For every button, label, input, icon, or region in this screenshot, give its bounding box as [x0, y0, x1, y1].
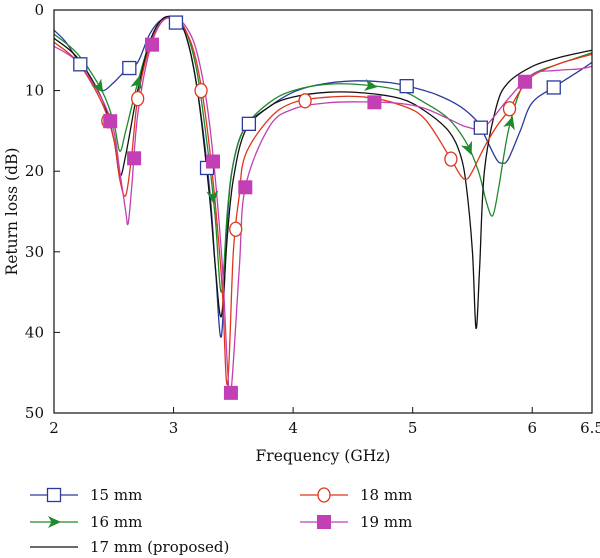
legend-item-17-mm-proposed: 17 mm (proposed) — [30, 538, 229, 556]
x-tick-label: 6 — [527, 419, 537, 437]
series-line-17-mm-proposed — [53, 15, 593, 330]
data-point-marker — [103, 114, 118, 129]
legend-item-19-mm: 19 mm — [300, 513, 412, 531]
legend-label: 18 mm — [360, 486, 412, 504]
data-point-marker — [229, 221, 243, 237]
data-point-marker — [168, 15, 184, 30]
x-axis-title: Frequency (GHz) — [256, 447, 391, 465]
data-point-marker — [241, 116, 257, 131]
legend: 15 mm 18 mm 16 mm 19 mm 17 mm (proposed) — [30, 486, 412, 556]
data-point-marker — [131, 91, 145, 107]
legend-label: 16 mm — [90, 513, 142, 531]
legend-swatch-marker — [317, 487, 331, 503]
y-tick-label: 50 — [25, 404, 44, 422]
data-point-marker — [399, 79, 414, 94]
legend-swatch-marker — [317, 515, 331, 529]
plot-frame — [53, 9, 593, 414]
tick-layer: 2 3 4 5 6 6.5 0 10 20 30 40 50 — [25, 1, 600, 437]
legend-item-18-mm: 18 mm — [300, 486, 412, 504]
data-point-marker — [502, 101, 517, 117]
y-tick-label: 0 — [34, 1, 44, 19]
data-point-marker — [473, 120, 488, 135]
y-tick-label: 40 — [25, 323, 44, 341]
data-point-marker — [91, 78, 104, 93]
x-tick-label: 4 — [288, 419, 298, 437]
data-point-marker — [206, 190, 219, 204]
data-point-marker — [460, 140, 473, 156]
data-point-marker — [206, 154, 221, 169]
data-point-marker — [127, 151, 142, 166]
legend-item-16-mm: 16 mm — [30, 513, 142, 531]
data-point-marker — [518, 74, 533, 89]
data-point-marker — [367, 95, 382, 110]
data-point-marker — [298, 93, 312, 109]
legend-label: 17 mm (proposed) — [90, 538, 229, 556]
data-point-marker — [363, 79, 378, 91]
data-point-marker — [194, 82, 208, 99]
data-point-marker — [503, 116, 515, 131]
data-point-marker — [122, 60, 137, 76]
series-line-19-mm — [53, 16, 593, 400]
legend-swatch-marker — [46, 487, 62, 503]
x-tick-label: 6.5 — [580, 419, 600, 437]
y-tick-label: 10 — [25, 82, 44, 100]
legend-swatch-marker — [48, 516, 61, 528]
data-point-marker — [238, 180, 253, 195]
x-tick-label: 3 — [169, 419, 179, 437]
y-axis-title: Return loss (dB) — [3, 148, 21, 276]
x-tick-label: 2 — [49, 419, 59, 437]
marker-layer — [73, 15, 561, 400]
data-point-marker — [145, 37, 160, 52]
data-point-marker — [73, 57, 88, 72]
data-point-marker — [444, 151, 458, 167]
y-tick-label: 30 — [25, 243, 44, 261]
legend-label: 15 mm — [90, 486, 142, 504]
x-tick-label: 5 — [408, 419, 418, 437]
data-point-marker — [223, 385, 238, 400]
data-point-marker — [130, 75, 142, 90]
data-point-marker — [546, 80, 561, 95]
legend-label: 19 mm — [360, 513, 412, 531]
y-tick-label: 20 — [25, 162, 44, 180]
legend-item-15-mm: 15 mm — [30, 486, 142, 504]
